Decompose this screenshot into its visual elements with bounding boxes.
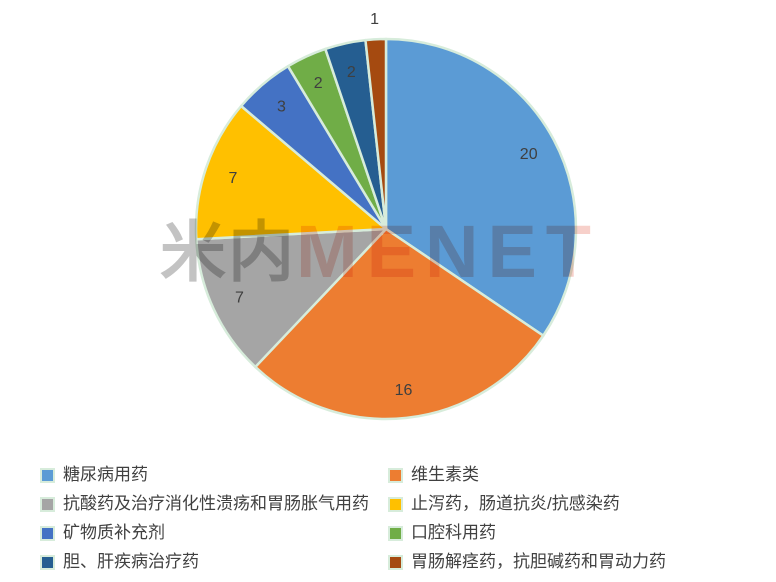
legend-swatch-icon [40,496,55,512]
legend-label: 止泻药，肠道抗炎/抗感染药 [411,494,620,513]
pie-slice-4 [194,104,388,241]
data-label-slice-2: 16 [395,382,413,399]
legend-item-2: 维生素类 [388,464,666,486]
pie-slice-1 [384,37,578,337]
data-label-slice-6: 2 [314,75,323,92]
legend-item-1: 糖尿病用药 [40,464,388,486]
pie-slice-8 [364,37,388,231]
legend-label: 胃肠解痉药，抗胆碱药和胃动力药 [411,552,666,571]
legend-swatch-icon [388,525,403,541]
legend-swatch-icon [40,467,55,483]
legend-swatch-icon [388,496,403,512]
legend-label: 胆、肝疾病治疗药 [63,552,199,571]
legend-item-6: 口腔科用药 [388,522,666,544]
legend-label: 维生素类 [411,465,479,484]
legend-item-3: 抗酸药及治疗消化性溃疡和胃肠胀气用药 [40,493,388,515]
data-label-slice-3: 7 [235,289,244,306]
legend-label: 糖尿病用药 [63,465,148,484]
data-label-slice-4: 7 [229,170,238,187]
chart-legend: 糖尿病用药 维生素类抗酸药及治疗消化性溃疡和胃肠胀气用药 止泻药，肠道抗炎/抗感染药… [40,464,666,573]
pie-slice-3 [195,227,388,369]
data-label-slice-1: 20 [520,146,538,163]
data-label-slice-8: 1 [370,11,379,28]
legend-item-4: 止泻药，肠道抗炎/抗感染药 [388,493,666,515]
legend-item-8: 胃肠解痉药，抗胆碱药和胃动力药 [388,551,666,573]
legend-swatch-icon [388,554,403,570]
legend-label: 口腔科用药 [411,523,496,542]
legend-swatch-icon [388,467,403,483]
legend-swatch-icon [40,554,55,570]
data-label-slice-5: 3 [277,98,286,115]
pie-slice-2 [254,227,545,421]
data-label-slice-7: 2 [347,64,356,81]
legend-label: 抗酸药及治疗消化性溃疡和胃肠胀气用药 [63,494,369,513]
legend-label: 矿物质补充剂 [63,523,165,542]
legend-item-7: 胆、肝疾病治疗药 [40,551,388,573]
pie-chart: 20 16 7 7 3 2 2 1 [194,11,578,421]
legend-swatch-icon [40,525,55,541]
legend-item-5: 矿物质补充剂 [40,522,388,544]
